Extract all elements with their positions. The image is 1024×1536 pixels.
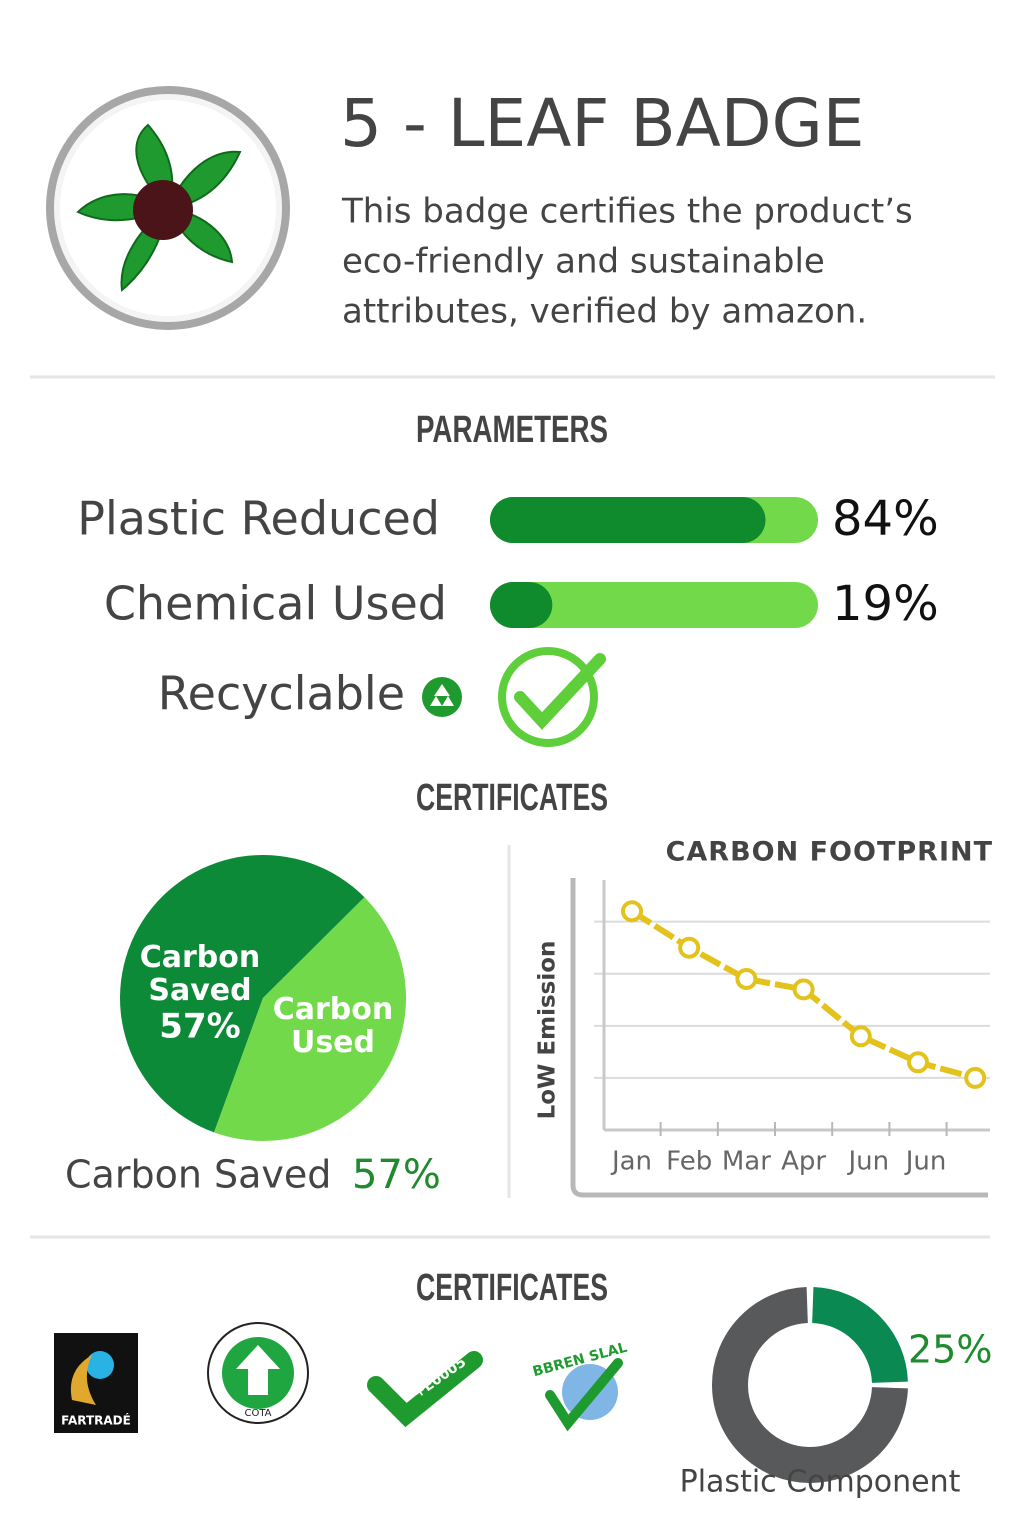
x-tick-label: Jan	[610, 1147, 652, 1177]
section-title: CERTIFICATES	[416, 1267, 608, 1309]
slice-label: Carbon Used	[273, 992, 394, 1060]
recycle-icon	[422, 677, 462, 717]
title: 5 - LEAF BADGE	[340, 85, 864, 162]
description-line: This badge certifies the product’s	[341, 192, 913, 232]
fairtrade-logo: FARTRADÉ	[54, 1333, 138, 1433]
badge-center	[133, 180, 193, 240]
section-title: CERTIFICATES	[416, 777, 608, 819]
point	[621, 900, 643, 923]
bar	[490, 497, 766, 543]
x-tick-label: Jun	[846, 1147, 889, 1177]
pie-caption-value: 57%	[352, 1152, 441, 1198]
logo-text: COTA	[244, 1408, 271, 1419]
point	[792, 978, 815, 1001]
gots-logo: COTA	[207, 1322, 309, 1424]
donut-segment	[712, 1287, 908, 1483]
x-tick-label: Jun	[904, 1147, 947, 1177]
bar-track	[490, 582, 818, 628]
point	[964, 1066, 987, 1089]
point	[735, 967, 758, 990]
chart-frame	[570, 878, 988, 1198]
pie-slice	[120, 855, 365, 1133]
point	[907, 1051, 929, 1074]
section-title: PARAMETERS	[416, 409, 608, 451]
chart-title: CARBON FOOTPRINT	[666, 837, 993, 868]
donut-caption: Plastic Component	[680, 1465, 961, 1500]
recyclable-label: Recyclable	[158, 667, 405, 721]
check-logo: +E0005	[367, 1351, 483, 1428]
x-tick-label: Apr	[781, 1147, 826, 1177]
y-axis-label: LoW Emission	[535, 941, 561, 1120]
slice-value: 57%	[159, 1007, 240, 1047]
description-line: eco-friendly and sustainable	[342, 242, 825, 282]
parameter-label: Chemical Used	[104, 577, 447, 631]
donut-segment	[811, 1287, 908, 1384]
description-line: attributes, verified by amazon.	[342, 292, 867, 332]
point	[849, 1025, 872, 1048]
point	[678, 936, 701, 959]
slice-label: Carbon Saved	[140, 940, 261, 1008]
logo-text: FARTRADÉ	[61, 1413, 131, 1428]
parameter-label: Plastic Reduced	[77, 492, 440, 546]
description: This badge certifies the product’s eco-fr…	[341, 192, 913, 332]
green-seal-logo: BBREN SLAL	[531, 1340, 629, 1432]
bar	[490, 582, 553, 628]
x-tick-label: Mar	[722, 1147, 771, 1177]
x-tick-label: Feb	[666, 1147, 712, 1177]
donut-value: 25%	[908, 1328, 992, 1372]
value-label: 19%	[832, 576, 939, 632]
pie-caption: Carbon Saved	[65, 1153, 331, 1197]
pie-slice	[214, 897, 407, 1142]
check-icon	[498, 647, 606, 747]
value-label: 84%	[832, 491, 939, 547]
